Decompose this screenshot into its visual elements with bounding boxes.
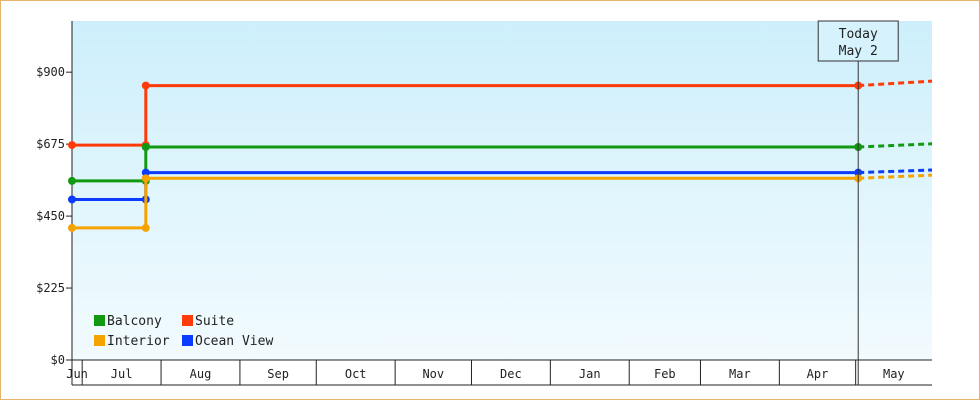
plot-area (72, 21, 932, 360)
data-point-interior[interactable] (68, 223, 76, 232)
x-tick-label: Aug (190, 367, 212, 381)
series-projection-suite (858, 79, 933, 88)
today-box (817, 20, 899, 62)
legend-label-balcony: Balcony (107, 314, 162, 329)
series-projection-ocean-view (858, 168, 933, 175)
data-point-ocean-view[interactable] (141, 168, 150, 177)
series-line-suite (72, 84, 859, 147)
today-label: Today (839, 27, 878, 42)
x-tick-label: May (883, 367, 905, 381)
data-point-balcony[interactable] (68, 176, 76, 185)
x-tick-label: Mar (729, 367, 751, 381)
y-tick-label: $225 (36, 281, 65, 295)
series-projection-balcony (858, 142, 933, 149)
legend-label-interior: Interior (107, 334, 170, 349)
legend-label-suite: Suite (195, 314, 234, 329)
data-point-suite[interactable] (68, 141, 76, 150)
y-tick-label: $0 (51, 353, 65, 367)
data-point-interior[interactable] (141, 174, 150, 183)
x-tick-label: Oct (345, 367, 367, 381)
legend-swatch-balcony (94, 315, 105, 326)
x-tick-label: Dec (500, 367, 522, 381)
legend-swatch-suite (182, 315, 193, 326)
legend-label-ocean-view: Ocean View (195, 334, 273, 349)
legend-swatch-interior (94, 335, 105, 346)
x-tick-label: Jan (579, 367, 601, 381)
data-point-interior[interactable] (141, 223, 150, 232)
data-point-balcony[interactable] (141, 143, 150, 152)
y-tick-label: $450 (36, 209, 65, 223)
legend-swatch-ocean-view (182, 335, 193, 346)
x-tick-label: Jun (66, 367, 88, 381)
x-tick-label: Jul (111, 367, 133, 381)
x-tick-label: Sep (267, 367, 289, 381)
data-point-ocean-view[interactable] (68, 195, 76, 204)
x-tick-label: Apr (807, 367, 829, 381)
series-line-balcony (72, 145, 859, 183)
y-tick-label: $675 (36, 137, 65, 151)
series-line-interior (72, 176, 859, 230)
x-tick-label: Feb (654, 367, 676, 381)
y-tick-label: $900 (36, 65, 65, 79)
data-point-suite[interactable] (141, 81, 150, 90)
today-date-label: May 2 (839, 44, 878, 59)
x-tick-label: Nov (422, 367, 444, 381)
series-projection-interior (858, 173, 933, 180)
